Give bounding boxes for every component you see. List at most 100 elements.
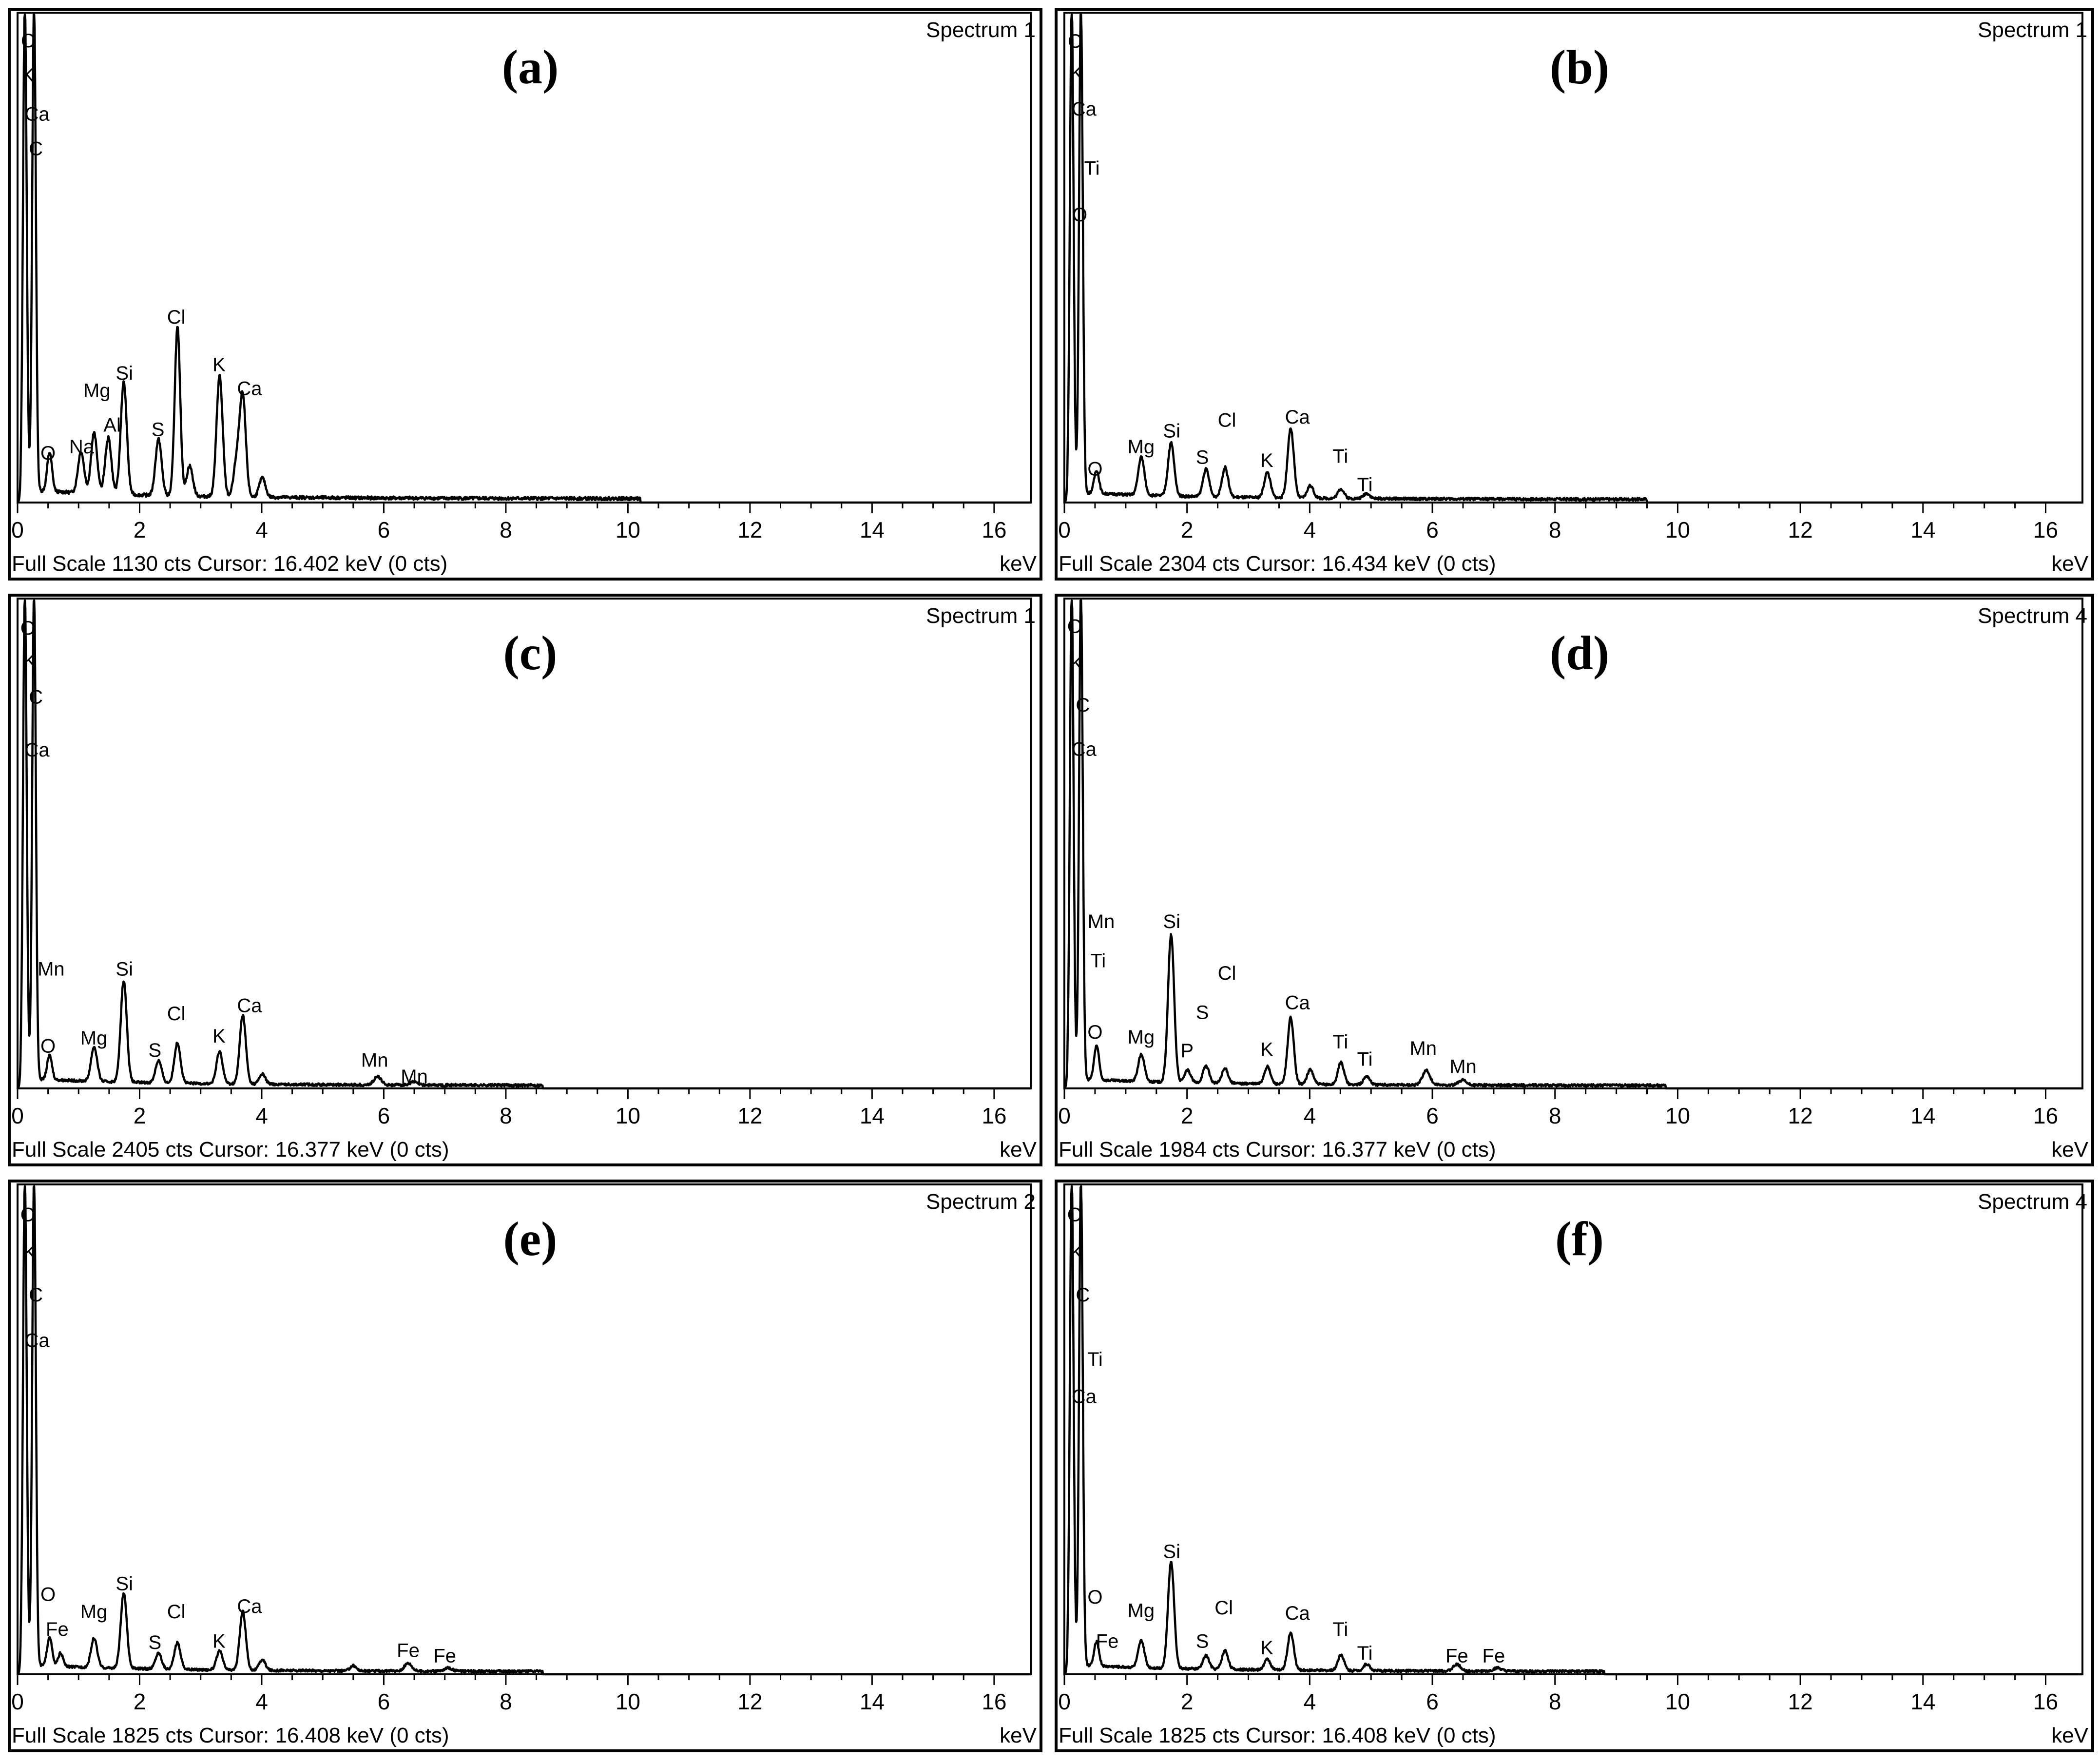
element-label: C [29, 687, 43, 708]
plot-area-frame [1063, 1183, 2083, 1675]
element-label: Ti [1357, 474, 1373, 496]
x-tick-label: 8 [1549, 517, 1561, 542]
full-scale-cursor-readout: Full Scale 1984 cts Cursor: 16.377 keV (… [1059, 1138, 1496, 1162]
plot-area-frame [1063, 12, 2083, 504]
element-label: Si [1163, 420, 1180, 442]
element-label: Ca [237, 1596, 262, 1617]
x-tick-label: 10 [616, 517, 640, 542]
element-label: O [20, 1204, 36, 1226]
full-scale-cursor-readout: Full Scale 1825 cts Cursor: 16.408 keV (… [12, 1724, 449, 1747]
element-label: Ca [1072, 1386, 1097, 1408]
element-label: O [40, 1584, 56, 1606]
element-label: Si [1163, 911, 1180, 932]
x-tick-label: 2 [1181, 1689, 1194, 1714]
full-scale-cursor-readout: Full Scale 2405 cts Cursor: 16.377 keV (… [12, 1138, 449, 1162]
x-tick-label: 14 [860, 517, 885, 542]
element-label: Si [116, 1573, 133, 1595]
element-label: Ca [1072, 98, 1097, 120]
x-tick-label: 16 [2033, 1689, 2058, 1714]
x-tick-label: 4 [255, 517, 268, 542]
element-label: Mn [1409, 1038, 1437, 1059]
element-label: Fe [1445, 1646, 1468, 1667]
element-label: Mg [80, 1027, 108, 1049]
element-label: O [1087, 1022, 1102, 1043]
element-label: Mn [38, 958, 65, 980]
spectrum-trace [17, 13, 1032, 504]
x-tick-label: 2 [134, 1689, 146, 1714]
element-label: K [23, 1241, 37, 1263]
x-tick-label: 8 [500, 517, 512, 542]
element-label: Ti [1090, 950, 1106, 972]
panel-label: (e) [503, 1212, 558, 1266]
x-tick-label: 12 [737, 1103, 762, 1128]
x-tick-label: 0 [1058, 1689, 1071, 1714]
spectrum-name: Spectrum 1 [926, 604, 1036, 628]
panel-frame [1055, 1180, 2094, 1752]
x-tick-label: 4 [1304, 517, 1316, 542]
element-label: Cl [167, 1003, 186, 1025]
element-label: Ti [1357, 1643, 1373, 1664]
x-tick-label: 2 [1181, 517, 1194, 542]
element-label: O [1067, 1204, 1082, 1226]
element-label: C [29, 138, 43, 160]
element-label: Fe [1483, 1646, 1505, 1667]
x-axis-unit-label: keV [1000, 1138, 1037, 1162]
x-tick-label: 10 [1665, 517, 1690, 542]
element-label: P [1180, 1040, 1194, 1062]
element-label: C [1068, 31, 1082, 52]
x-tick-label: 12 [1788, 517, 1813, 542]
x-tick-label: 8 [1549, 1103, 1561, 1128]
element-label: K [212, 1630, 226, 1652]
x-tick-label: 12 [1788, 1689, 1813, 1714]
spectrum-panel-b: C K Ca Ti O O Mg Si S Cl K Ca Ti Ti 0 2 4 6 8 10 12 14 16 keV Fu… [1055, 8, 2094, 581]
x-tick-label: 0 [1058, 517, 1071, 542]
element-label: Ca [237, 995, 262, 1016]
plot-area-frame [17, 598, 1032, 1089]
full-scale-cursor-readout: Full Scale 2304 cts Cursor: 16.434 keV (… [1059, 552, 1496, 576]
element-label: K [23, 650, 37, 672]
element-label: Si [116, 958, 133, 980]
element-label: O [40, 1036, 56, 1057]
element-label: C [1076, 1284, 1090, 1306]
element-label: Mg [1128, 436, 1155, 458]
spectrum-name: Spectrum 4 [1978, 1190, 2087, 1214]
element-label: S [148, 1632, 161, 1653]
spectrum-trace [17, 1185, 1032, 1676]
element-label: Ca [25, 104, 50, 125]
x-axis-unit-label: keV [2051, 552, 2088, 576]
x-tick-label: 16 [2033, 1103, 2058, 1128]
x-tick-label: 14 [1910, 517, 1935, 542]
element-label: Mg [1128, 1600, 1155, 1621]
panel-frame [8, 8, 1042, 581]
x-tick-label: 6 [1426, 1689, 1439, 1714]
panel-frame [1055, 594, 2094, 1166]
element-label: O [40, 443, 56, 464]
element-label: Ca [1285, 407, 1310, 428]
spectrum-name: Spectrum 1 [1978, 18, 2087, 42]
element-label: Al [103, 415, 121, 436]
spectrum-panel-f: O K C Ti Ca O Fe Mg Si S Cl K Ca Ti Ti Fe Fe 0 2 4 6 8 10 12 14 1… [1055, 1180, 2094, 1752]
element-label: Cl [1218, 410, 1236, 431]
element-label: K [1260, 1039, 1273, 1060]
x-axis-unit-label: keV [1000, 1724, 1037, 1747]
spectrum-trace [17, 599, 1032, 1090]
element-label: K [1070, 1241, 1083, 1263]
x-tick-label: 6 [378, 1103, 390, 1128]
element-label: O [1067, 616, 1082, 638]
element-label: C [29, 1284, 43, 1306]
element-label: Ca [1072, 739, 1097, 760]
spectrum-panel-d: O K C Ca Mn Ti O Mg Si P S Cl K Ca Ti Ti Mn Mn 0 2 4 6 8 10 12 14… [1055, 594, 2094, 1166]
element-label: K [1260, 450, 1273, 471]
element-label: Si [1163, 1541, 1180, 1563]
element-label: K [1260, 1637, 1273, 1659]
element-label: Ca [25, 739, 50, 761]
element-label: O [20, 618, 36, 639]
x-tick-label: 0 [11, 1103, 24, 1128]
x-tick-label: 14 [860, 1103, 885, 1128]
x-tick-label: 8 [1549, 1689, 1561, 1714]
element-label: S [148, 1040, 161, 1061]
x-tick-label: 10 [616, 1103, 640, 1128]
x-tick-label: 16 [982, 517, 1006, 542]
panel-label: (b) [1550, 40, 1609, 94]
